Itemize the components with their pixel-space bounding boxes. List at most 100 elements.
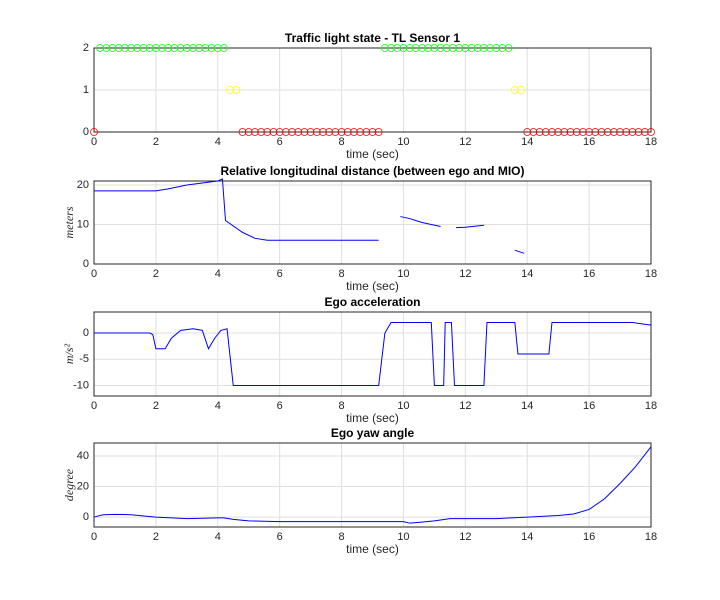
marker xyxy=(176,44,185,52)
marker xyxy=(548,128,556,136)
x-tick-label: 16 xyxy=(583,531,595,543)
marker xyxy=(585,128,594,136)
marker xyxy=(213,44,222,52)
x-axis-label: time (sec) xyxy=(346,542,399,556)
marker xyxy=(486,44,494,52)
x-tick-label: 10 xyxy=(397,531,409,543)
chart-title: Relative longitudinal distance (between … xyxy=(220,164,524,178)
marker xyxy=(350,128,358,136)
plot-area xyxy=(94,181,651,264)
marker xyxy=(170,44,179,52)
x-tick-label: 16 xyxy=(583,400,595,412)
y-tick-label: -10 xyxy=(73,379,89,391)
marker xyxy=(380,44,389,52)
x-axis-label: time (sec) xyxy=(346,147,399,161)
marker xyxy=(387,44,395,52)
marker xyxy=(139,44,148,52)
marker xyxy=(164,44,173,52)
x-tick-label: 4 xyxy=(215,400,221,412)
marker xyxy=(251,128,259,136)
marker xyxy=(244,128,253,136)
marker xyxy=(133,44,142,52)
marker xyxy=(541,128,550,136)
marker xyxy=(337,128,346,136)
marker xyxy=(424,44,433,52)
marker xyxy=(102,44,111,52)
chart-title: Ego acceleration xyxy=(324,295,420,309)
marker xyxy=(319,128,327,136)
marker xyxy=(275,128,284,136)
x-tick-label: 8 xyxy=(338,268,344,280)
x-tick-label: 2 xyxy=(153,268,159,280)
marker xyxy=(461,44,470,52)
x-tick-label: 8 xyxy=(338,400,344,412)
y-tick-label: 0 xyxy=(83,327,89,339)
x-tick-label: 6 xyxy=(277,136,283,148)
x-tick-label: 18 xyxy=(645,531,657,543)
axes-box xyxy=(93,47,652,133)
axes-box xyxy=(93,311,652,397)
y-tick-label: 20 xyxy=(77,179,89,191)
marker xyxy=(220,44,228,52)
marker xyxy=(399,44,408,52)
marker xyxy=(510,86,519,94)
x-axis-label: time (sec) xyxy=(346,411,399,425)
x-tick-label: 6 xyxy=(277,268,283,280)
marker xyxy=(517,86,525,94)
x-tick-label: 4 xyxy=(215,268,221,280)
x-axis-label: time (sec) xyxy=(346,279,399,293)
marker xyxy=(114,44,123,52)
marker xyxy=(121,44,129,52)
marker xyxy=(362,128,371,136)
marker xyxy=(616,128,624,136)
marker xyxy=(294,128,303,136)
marker xyxy=(343,128,352,136)
x-tick-label: 0 xyxy=(91,531,97,543)
marker xyxy=(226,86,235,94)
marker xyxy=(535,128,544,136)
marker xyxy=(238,128,247,136)
marker xyxy=(207,44,216,52)
chart-title: Traffic light state - TL Sensor 1 xyxy=(285,31,460,45)
data-line xyxy=(94,322,652,386)
marker xyxy=(572,128,581,136)
x-tick-label: 18 xyxy=(645,400,657,412)
x-tick-label: 18 xyxy=(645,268,657,280)
marker xyxy=(634,128,643,136)
marker xyxy=(597,128,606,136)
x-tick-label: 4 xyxy=(215,136,221,148)
x-tick-label: 4 xyxy=(215,531,221,543)
x-tick-label: 2 xyxy=(153,531,159,543)
x-tick-label: 0 xyxy=(91,400,97,412)
marker xyxy=(393,44,402,52)
marker xyxy=(554,128,563,136)
x-tick-label: 8 xyxy=(338,136,344,148)
data-line xyxy=(94,178,525,254)
x-tick-label: 6 xyxy=(277,400,283,412)
y-tick-label: -5 xyxy=(79,353,89,365)
x-tick-label: 10 xyxy=(397,268,409,280)
marker xyxy=(145,44,154,52)
marker xyxy=(492,44,501,52)
x-tick-label: 0 xyxy=(91,268,97,280)
subplot: 0 2 4 6 8 10 12 14 16 18 -10 -5 0 Ego acceleration tim… xyxy=(62,295,657,425)
marker xyxy=(96,44,105,52)
marker xyxy=(201,44,210,52)
marker xyxy=(281,128,290,136)
x-tick-label: 14 xyxy=(521,136,533,148)
x-tick-label: 14 xyxy=(521,531,533,543)
y-tick-label: 10 xyxy=(77,218,89,230)
data-line xyxy=(93,446,652,524)
marker xyxy=(640,128,649,136)
marker xyxy=(182,44,191,52)
marker xyxy=(195,44,204,52)
x-tick-label: 8 xyxy=(338,531,344,543)
marker xyxy=(449,44,457,52)
marker xyxy=(312,128,321,136)
marker xyxy=(529,128,538,136)
x-tick-label: 12 xyxy=(459,268,471,280)
x-tick-label: 10 xyxy=(397,136,409,148)
marker xyxy=(479,44,488,52)
y-tick-label: 0 xyxy=(83,511,89,523)
y-tick-label: 2 xyxy=(83,42,89,54)
